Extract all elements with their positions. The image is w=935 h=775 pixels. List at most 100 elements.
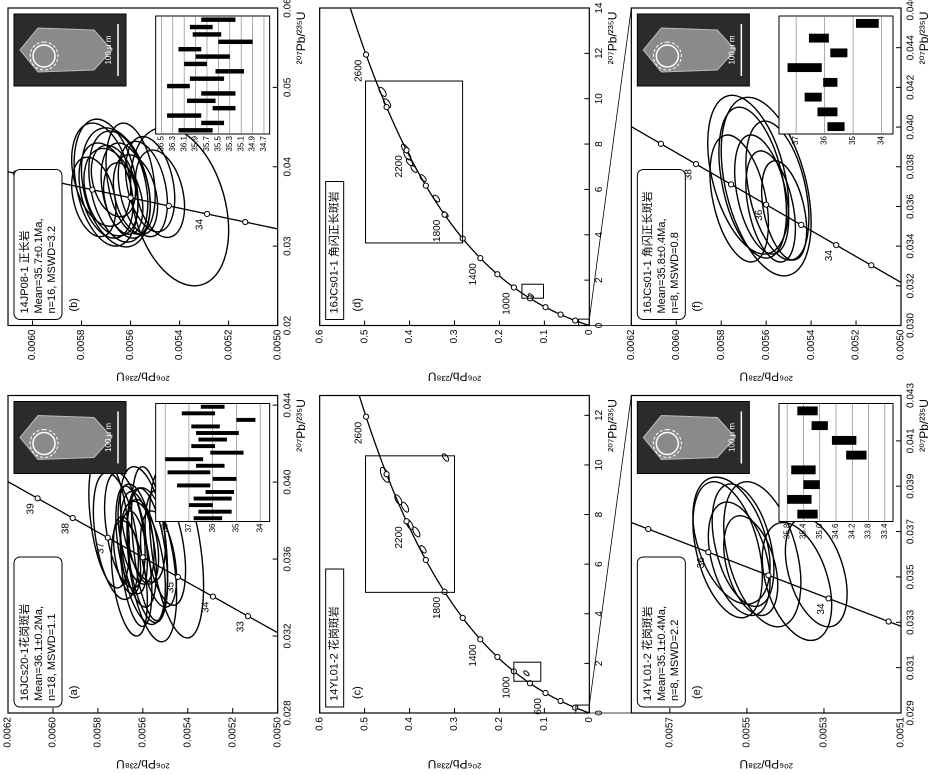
x-tick-label: 6 <box>594 186 605 192</box>
zoom-box <box>575 704 590 714</box>
age-bar <box>787 63 822 73</box>
zircon-crystal <box>642 414 737 461</box>
y-tick-label: 0.0058 <box>93 717 104 748</box>
inset-tick-label: 37 <box>184 523 193 532</box>
error-ellipse <box>707 94 790 255</box>
age-bar <box>797 406 818 416</box>
concordia-marker <box>763 201 770 208</box>
concordia-marker <box>459 614 466 621</box>
concordia-marker <box>104 534 111 541</box>
spot-ring-dashed <box>652 41 682 71</box>
y-tick-label: 0.0055 <box>742 717 753 748</box>
concordia-marker <box>422 182 429 189</box>
error-ellipse <box>761 521 833 642</box>
age-bar <box>855 18 879 28</box>
inset-tick-label: 35.4 <box>799 523 808 539</box>
age-bar <box>167 113 202 118</box>
spot-ring <box>32 431 56 456</box>
x-axis-label: ²⁰⁷Pb/²³⁵U <box>294 399 308 452</box>
age-label: 34 <box>201 601 212 613</box>
x-tick-label: 0.035 <box>906 564 917 589</box>
concordia-marker <box>89 186 96 193</box>
error-ellipse <box>419 174 427 182</box>
age-bar <box>193 516 223 521</box>
error-ellipse <box>723 514 779 617</box>
y-tick-label: 0.0058 <box>716 329 727 360</box>
age-bar <box>787 494 812 504</box>
result-text: Mean=35.8±0.4Ma, <box>656 218 668 313</box>
y-tick-label: 0.2 <box>494 329 505 343</box>
panel-label: (c) <box>352 686 364 699</box>
age-label: 36 <box>754 209 765 221</box>
age-label: 1400 <box>468 263 479 286</box>
x-tick-label: 14 <box>594 2 605 14</box>
spot-ring <box>655 44 680 68</box>
concordia-marker <box>542 304 549 311</box>
x-tick-label: 0.04 <box>282 157 293 177</box>
error-ellipse <box>102 162 144 235</box>
x-axis-label: ²⁰⁷Pb/²³⁵U <box>917 399 931 452</box>
age-bar <box>830 48 848 58</box>
concordia-marker <box>727 181 735 188</box>
age-bar <box>808 33 829 43</box>
age-bar <box>195 54 230 59</box>
concordia-marker <box>383 104 390 111</box>
inset-tick-label: 36.1 <box>179 135 188 151</box>
sample-box <box>636 556 686 708</box>
y-tick-label: 0.0056 <box>125 329 136 360</box>
y-tick-label: 0.0062 <box>3 717 14 748</box>
inset-tick-label: 34.6 <box>831 523 840 539</box>
y-tick-label: 0.0052 <box>851 329 862 360</box>
spot-ring <box>32 44 56 68</box>
zoom-box <box>365 455 456 593</box>
age-bar <box>178 128 213 133</box>
concordia-marker <box>692 161 700 168</box>
error-ellipse <box>745 120 810 261</box>
concordia-marker <box>510 284 518 291</box>
zoom-box <box>365 80 464 244</box>
inset-tick-label: 37 <box>791 135 800 144</box>
age-label: 1000 <box>502 292 513 315</box>
y-tick-label: 0.0051 <box>896 717 907 748</box>
error-ellipse <box>692 476 771 605</box>
result-text: Mean=35.1±0.4Ma, <box>656 606 668 701</box>
age-label: 39 <box>25 503 36 515</box>
rotated-figure: 0.0280.0320.0360.0400.0440.00500.00520.0… <box>3 0 932 771</box>
concordia-curve <box>319 8 590 326</box>
age-label: 1800 <box>432 596 443 619</box>
y-tick-label: 0.0060 <box>48 717 59 748</box>
error-ellipse <box>718 106 788 259</box>
plot-area <box>319 8 590 326</box>
concordia-marker <box>494 271 501 278</box>
age-bar <box>184 61 207 67</box>
age-bar <box>189 24 213 30</box>
age-bar <box>831 435 857 445</box>
x-tick-label: 6 <box>594 561 605 567</box>
error-ellipse <box>71 156 117 238</box>
age-label: 2200 <box>394 155 405 178</box>
y-tick-label: 0.6 <box>314 717 325 731</box>
sample-name: 16JCs01-1 角闪正长斑岩 <box>640 191 654 313</box>
sample-box <box>13 169 63 320</box>
error-ellipse <box>523 670 530 677</box>
age-bar <box>198 437 227 442</box>
concordia-marker <box>477 636 484 643</box>
plot-frame <box>630 394 902 714</box>
error-ellipse <box>412 526 421 538</box>
x-tick-label: 0.032 <box>906 273 917 298</box>
zoom-box <box>578 318 590 326</box>
scale-label: 100 μ m <box>104 35 113 64</box>
x-tick-label: 0.044 <box>906 35 917 60</box>
x-axis-label: ²⁰⁷Pb/²³⁵U <box>917 12 931 65</box>
concordia-marker <box>868 262 875 269</box>
x-tick-label: 0.046 <box>906 0 917 21</box>
result-text: n=8, MSWD=2.2 <box>669 620 681 701</box>
x-tick-label: 0.06 <box>282 0 293 18</box>
sample-box <box>325 568 345 708</box>
age-bar <box>167 470 211 475</box>
inset-tick-label: 36 <box>820 135 829 144</box>
age-bar <box>188 503 213 508</box>
x-tick-label: 0.05 <box>282 77 293 97</box>
x-tick-label: 8 <box>594 511 605 517</box>
